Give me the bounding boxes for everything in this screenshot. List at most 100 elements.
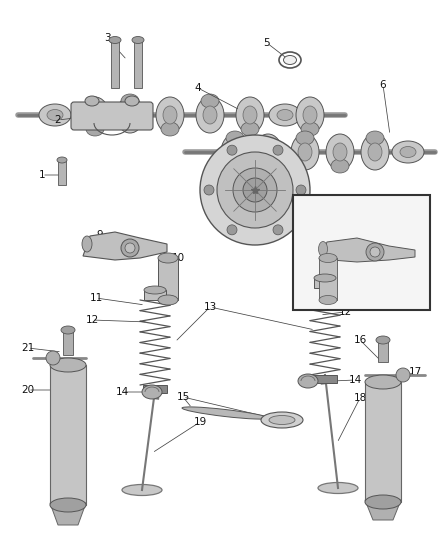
Ellipse shape [296,97,324,133]
Ellipse shape [158,295,178,305]
Ellipse shape [269,104,301,126]
Text: 19: 19 [193,417,207,427]
Bar [158,258,178,300]
Text: 8: 8 [384,195,390,205]
Ellipse shape [156,97,184,133]
Text: 3: 3 [104,33,110,43]
Ellipse shape [81,97,109,133]
Text: 14: 14 [348,375,362,385]
Ellipse shape [226,131,244,145]
Circle shape [227,225,237,235]
Ellipse shape [366,131,384,145]
Ellipse shape [318,241,328,256]
Text: 21: 21 [21,343,35,353]
Polygon shape [319,238,415,262]
Ellipse shape [39,104,71,126]
Ellipse shape [303,106,317,124]
Ellipse shape [254,134,282,170]
Text: 4: 4 [194,83,201,93]
Circle shape [273,145,283,155]
Ellipse shape [241,122,259,136]
Ellipse shape [158,253,178,263]
Text: 9: 9 [97,230,103,240]
Ellipse shape [331,159,349,173]
Bar [143,385,167,393]
Ellipse shape [144,286,166,294]
Ellipse shape [203,106,217,124]
Ellipse shape [365,495,401,509]
Ellipse shape [132,36,144,44]
Ellipse shape [392,141,424,163]
Text: 15: 15 [177,392,190,402]
Text: 16: 16 [353,335,367,345]
Text: 18: 18 [353,393,367,403]
Ellipse shape [376,336,390,344]
Ellipse shape [121,94,139,108]
Bar [293,195,430,310]
Text: 12: 12 [85,315,99,325]
Ellipse shape [277,109,293,120]
Polygon shape [365,500,401,520]
Text: 14: 14 [115,387,129,397]
Circle shape [370,247,380,257]
Ellipse shape [201,94,219,108]
Ellipse shape [228,143,242,161]
Ellipse shape [88,106,102,124]
Ellipse shape [109,36,121,44]
Circle shape [227,145,237,155]
Ellipse shape [122,484,162,496]
Ellipse shape [123,106,137,124]
Ellipse shape [236,97,264,133]
Ellipse shape [85,96,99,106]
Ellipse shape [296,131,314,145]
Ellipse shape [298,374,318,388]
Ellipse shape [261,412,303,428]
Text: 6: 6 [380,80,386,90]
Ellipse shape [221,134,249,170]
Bar [378,340,388,362]
Bar [314,278,336,288]
Ellipse shape [57,157,67,163]
Circle shape [296,185,306,195]
Ellipse shape [326,134,354,170]
Ellipse shape [318,482,358,494]
Ellipse shape [333,143,347,161]
Ellipse shape [283,55,297,64]
Ellipse shape [298,143,312,161]
Ellipse shape [259,159,277,173]
Polygon shape [83,232,167,260]
Text: 5: 5 [264,38,270,48]
Text: 12: 12 [339,307,352,317]
Ellipse shape [319,254,337,262]
Bar [111,40,119,88]
Bar [63,330,73,355]
Polygon shape [50,503,86,525]
Circle shape [396,368,410,382]
Text: 2: 2 [55,115,61,125]
FancyBboxPatch shape [71,102,153,130]
Circle shape [204,185,214,195]
Text: 13: 13 [203,302,217,312]
Text: 11: 11 [89,293,102,303]
Ellipse shape [269,416,295,424]
Ellipse shape [182,407,268,419]
Ellipse shape [301,122,319,136]
Ellipse shape [243,106,257,124]
Text: 10: 10 [171,253,184,263]
Ellipse shape [314,274,336,282]
Bar [365,382,401,502]
Ellipse shape [291,134,319,170]
Ellipse shape [116,97,144,133]
Bar [50,365,86,505]
Ellipse shape [400,147,416,157]
Ellipse shape [368,143,382,161]
Circle shape [273,225,283,235]
Bar [319,258,337,300]
Circle shape [121,239,139,257]
Ellipse shape [86,122,104,136]
Ellipse shape [47,109,63,120]
Ellipse shape [142,385,162,399]
Ellipse shape [319,295,337,304]
Text: 7: 7 [234,213,240,223]
Ellipse shape [196,97,224,133]
